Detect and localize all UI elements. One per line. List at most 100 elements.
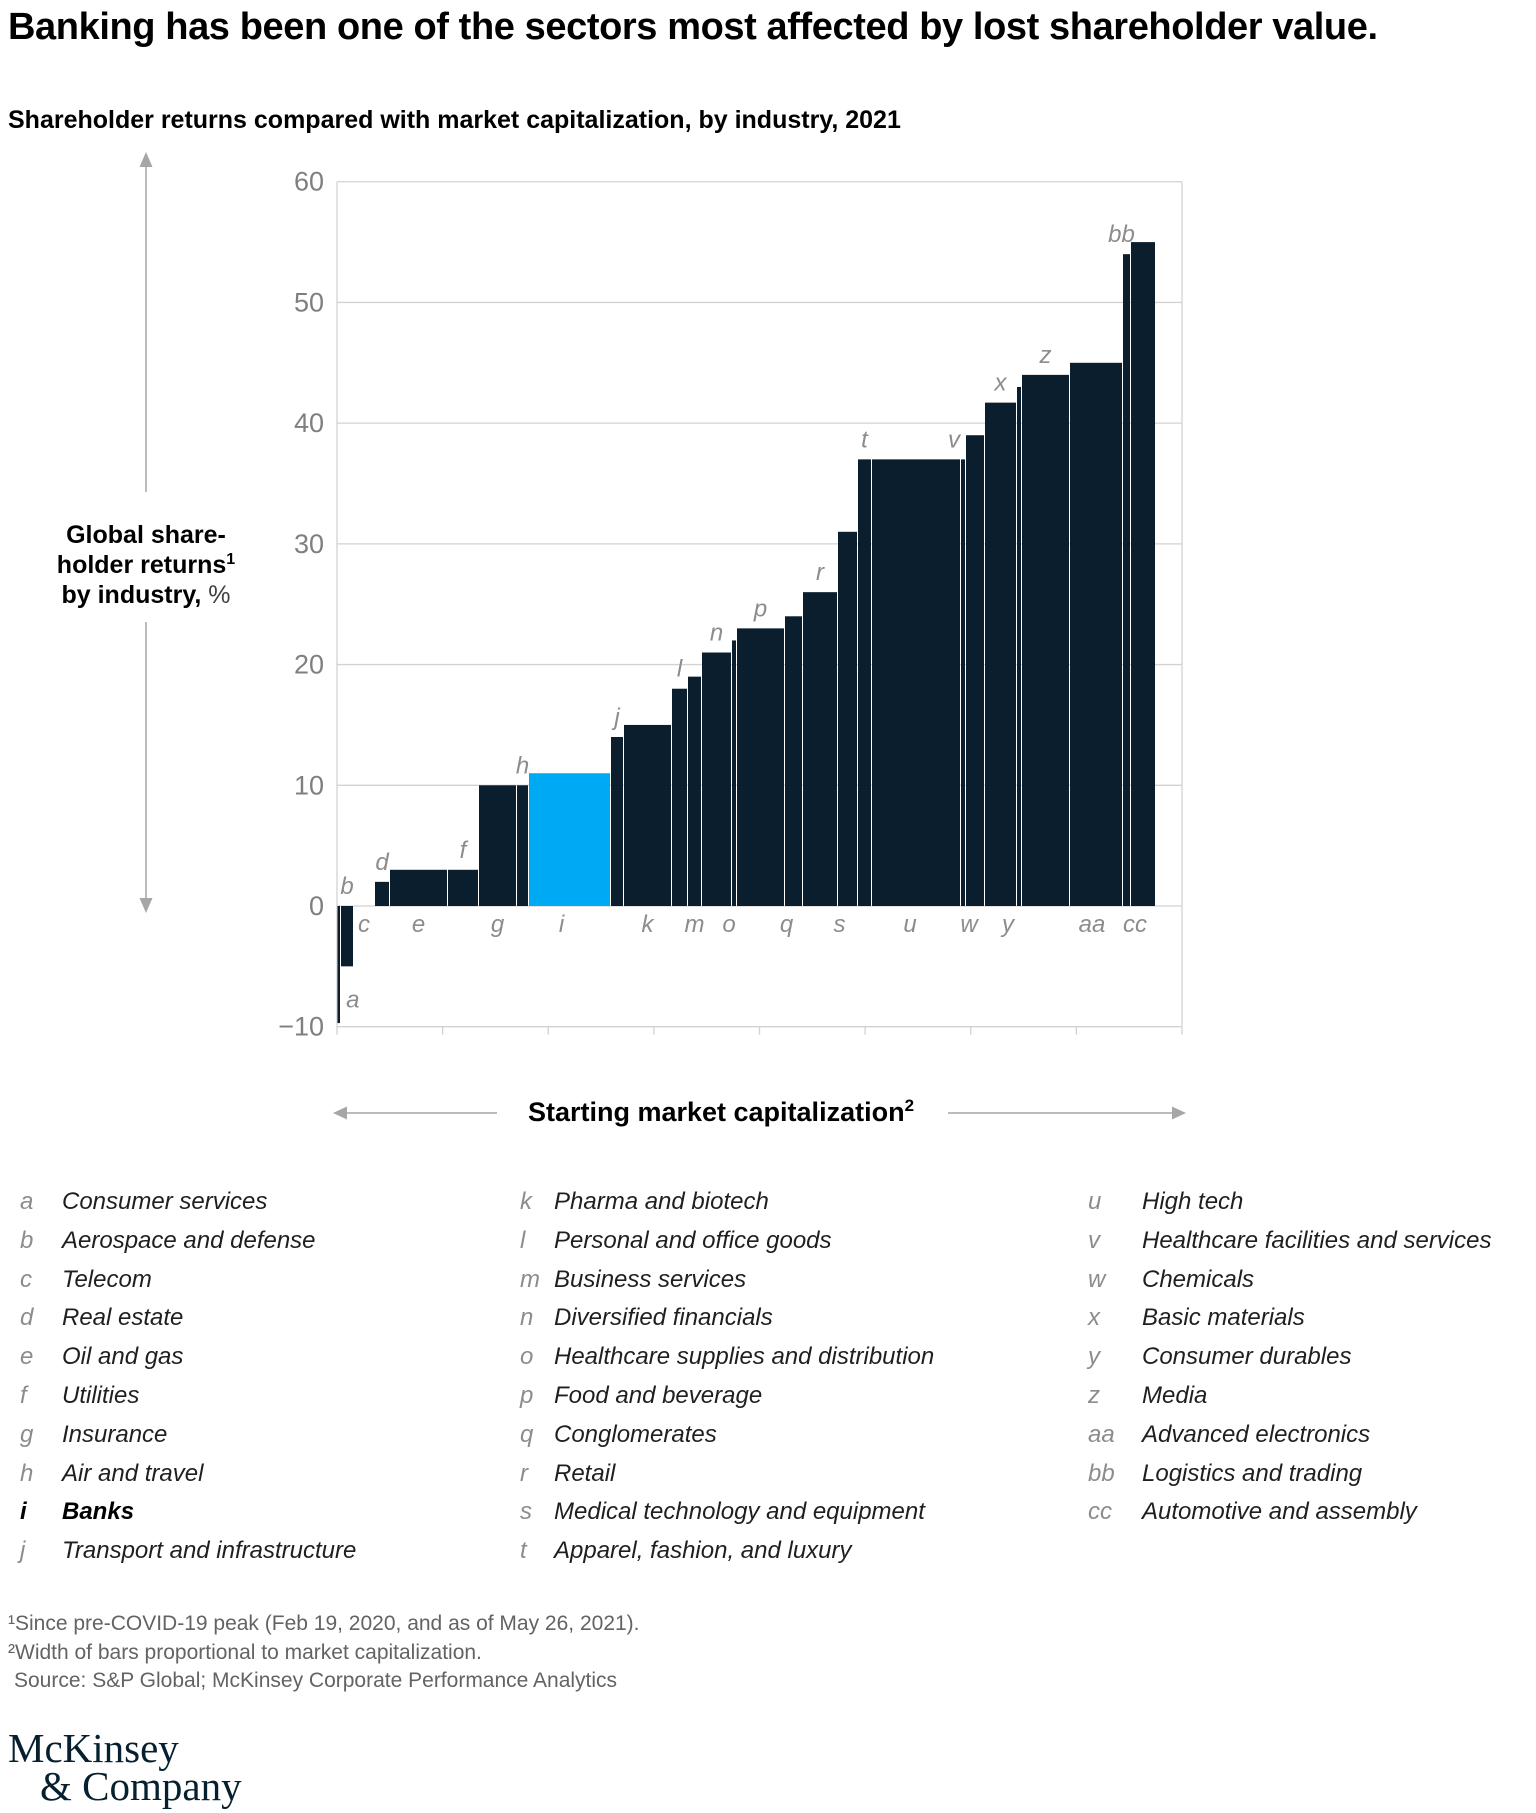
legend-item-i: i Banks — [20, 1493, 500, 1532]
legend-key-g: g — [20, 1420, 34, 1448]
legend-key-r: r — [520, 1459, 528, 1487]
legend-item-t: t Apparel, fashion, and luxury — [520, 1532, 1080, 1571]
legend-name-m: Business services — [554, 1265, 747, 1293]
legend-item-l: l Personal and office goods — [520, 1222, 1080, 1261]
legend-key-j: j — [20, 1537, 26, 1565]
legend-name-q: Conglomerates — [554, 1420, 717, 1448]
legend-key-f: f — [20, 1381, 27, 1409]
y-axis-label-line2: holder returns1 — [57, 551, 235, 579]
y-tick-label: −10 — [278, 1012, 324, 1042]
x-axis-label: Starting market capitalization2 — [528, 1096, 914, 1127]
legend-key-w: w — [1088, 1265, 1106, 1293]
legend-name-w: Chemicals — [1142, 1265, 1255, 1293]
legend-item-k: k Pharma and biotech — [520, 1183, 1080, 1222]
logo-line2: & Company — [40, 1763, 242, 1809]
y-tick-label: 30 — [294, 529, 324, 559]
legend-key-q: q — [520, 1420, 534, 1448]
bar-d — [375, 881, 389, 906]
bar-x — [985, 402, 1016, 906]
bar-bb — [1123, 254, 1130, 906]
bar-label-cc: cc — [1123, 911, 1147, 938]
legend-name-y: Consumer durables — [1142, 1343, 1352, 1371]
y-axis-label-line3: by industry, % — [61, 581, 230, 609]
bar-o — [732, 640, 736, 906]
bar-h — [517, 785, 528, 906]
bar-i — [529, 773, 610, 906]
bar-s — [838, 531, 857, 906]
bar-label-k: k — [642, 911, 656, 938]
bar-label-b: b — [340, 873, 353, 900]
bar-label-d: d — [375, 849, 389, 876]
mckinsey-logo: McKinsey & Company — [8, 1726, 242, 1808]
legend-name-bb: Logistics and trading — [1142, 1459, 1363, 1487]
legend-item-z: z Media — [1088, 1377, 1536, 1416]
legend-key-b: b — [20, 1226, 34, 1254]
bar-p — [737, 628, 784, 906]
bar-r — [803, 592, 837, 906]
footnote-2: ²Width of bars proportional to market ca… — [8, 1640, 482, 1664]
legend-item-x: x Basic materials — [1088, 1299, 1536, 1338]
bar-label-bb: bb — [1108, 221, 1135, 248]
bar-label-z: z — [1039, 342, 1052, 369]
y-tick-label: 0 — [309, 891, 324, 921]
y-tick-label: 60 — [294, 167, 324, 197]
legend-key-cc: cc — [1088, 1498, 1112, 1526]
footnote-1: ¹Since pre-COVID-19 peak (Feb 19, 2020, … — [8, 1612, 640, 1635]
legend-name-a: Consumer services — [62, 1188, 268, 1215]
bar-q — [785, 616, 802, 906]
legend-item-d: d Real estate — [20, 1299, 500, 1338]
legend-key-z: z — [1088, 1381, 1100, 1409]
bar-label-w: w — [960, 911, 979, 938]
bar-w — [966, 435, 984, 906]
legend-item-bb: bb Logistics and trading — [1088, 1455, 1536, 1494]
bar-n — [702, 652, 731, 906]
legend-name-x: Basic materials — [1142, 1304, 1305, 1332]
legend-name-u: High tech — [1142, 1188, 1244, 1215]
page-title: Banking has been one of the sectors most… — [8, 6, 1378, 48]
bar-g — [479, 785, 516, 906]
bar-j — [611, 737, 623, 906]
legend-key-h: h — [20, 1459, 34, 1487]
legend-item-h: h Air and travel — [20, 1455, 500, 1494]
legend-key-o: o — [520, 1343, 534, 1371]
legend-item-p: p Food and beverage — [520, 1377, 1080, 1416]
legend-key-bb: bb — [1088, 1459, 1115, 1487]
bar-label-l: l — [677, 656, 683, 683]
legend-key-v: v — [1088, 1226, 1100, 1254]
legend-name-c: Telecom — [62, 1265, 152, 1293]
bar-label-o: o — [722, 911, 735, 938]
bar-e — [390, 869, 447, 906]
legend-key-e: e — [20, 1343, 34, 1371]
legend-item-w: w Chemicals — [1088, 1261, 1536, 1300]
bar-label-v: v — [948, 426, 962, 453]
legend-item-r: r Retail — [520, 1455, 1080, 1494]
bar-label-g: g — [491, 911, 505, 938]
legend-key-n: n — [520, 1304, 534, 1332]
bar-l — [672, 688, 687, 906]
bar-label-y: y — [1000, 911, 1016, 938]
y-arrow-up-head — [139, 152, 153, 167]
legend-name-v: Healthcare facilities and services — [1142, 1226, 1492, 1254]
legend-key-k: k — [520, 1188, 532, 1215]
legend-item-a: a Consumer services — [20, 1183, 500, 1222]
legend-name-f: Utilities — [62, 1381, 140, 1409]
legend-key-d: d — [20, 1304, 34, 1332]
bar-label-aa: aa — [1079, 911, 1106, 938]
legend-item-q: q Conglomerates — [520, 1416, 1080, 1455]
legend-item-cc: cc Automotive and assembly — [1088, 1493, 1536, 1532]
legend-name-l: Personal and office goods — [554, 1226, 832, 1254]
legend-name-cc: Automotive and assembly — [1142, 1498, 1417, 1526]
legend-name-e: Oil and gas — [62, 1343, 184, 1371]
legend-column-2: k Pharma and biotech l Personal and office … — [520, 1183, 1080, 1571]
bar-label-r: r — [816, 559, 825, 586]
legend-key-s: s — [520, 1498, 532, 1526]
bar-label-q: q — [780, 911, 794, 938]
bar-t — [858, 459, 871, 906]
bar-label-f: f — [460, 837, 469, 864]
x-arrow-left-head — [333, 1106, 347, 1120]
legend-name-j: Transport and infrastructure — [62, 1537, 357, 1565]
bar-v — [961, 459, 965, 906]
chart-subtitle: Shareholder returns compared with market… — [8, 106, 901, 134]
bar-label-u: u — [903, 911, 916, 938]
legend-item-aa: aa Advanced electronics — [1088, 1416, 1536, 1455]
